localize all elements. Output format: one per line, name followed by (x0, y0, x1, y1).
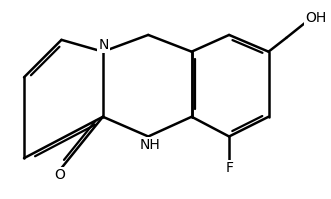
Text: O: O (54, 168, 65, 182)
Text: OH: OH (305, 11, 326, 25)
Text: F: F (226, 161, 234, 175)
Text: N: N (99, 38, 109, 52)
Text: NH: NH (140, 138, 161, 152)
